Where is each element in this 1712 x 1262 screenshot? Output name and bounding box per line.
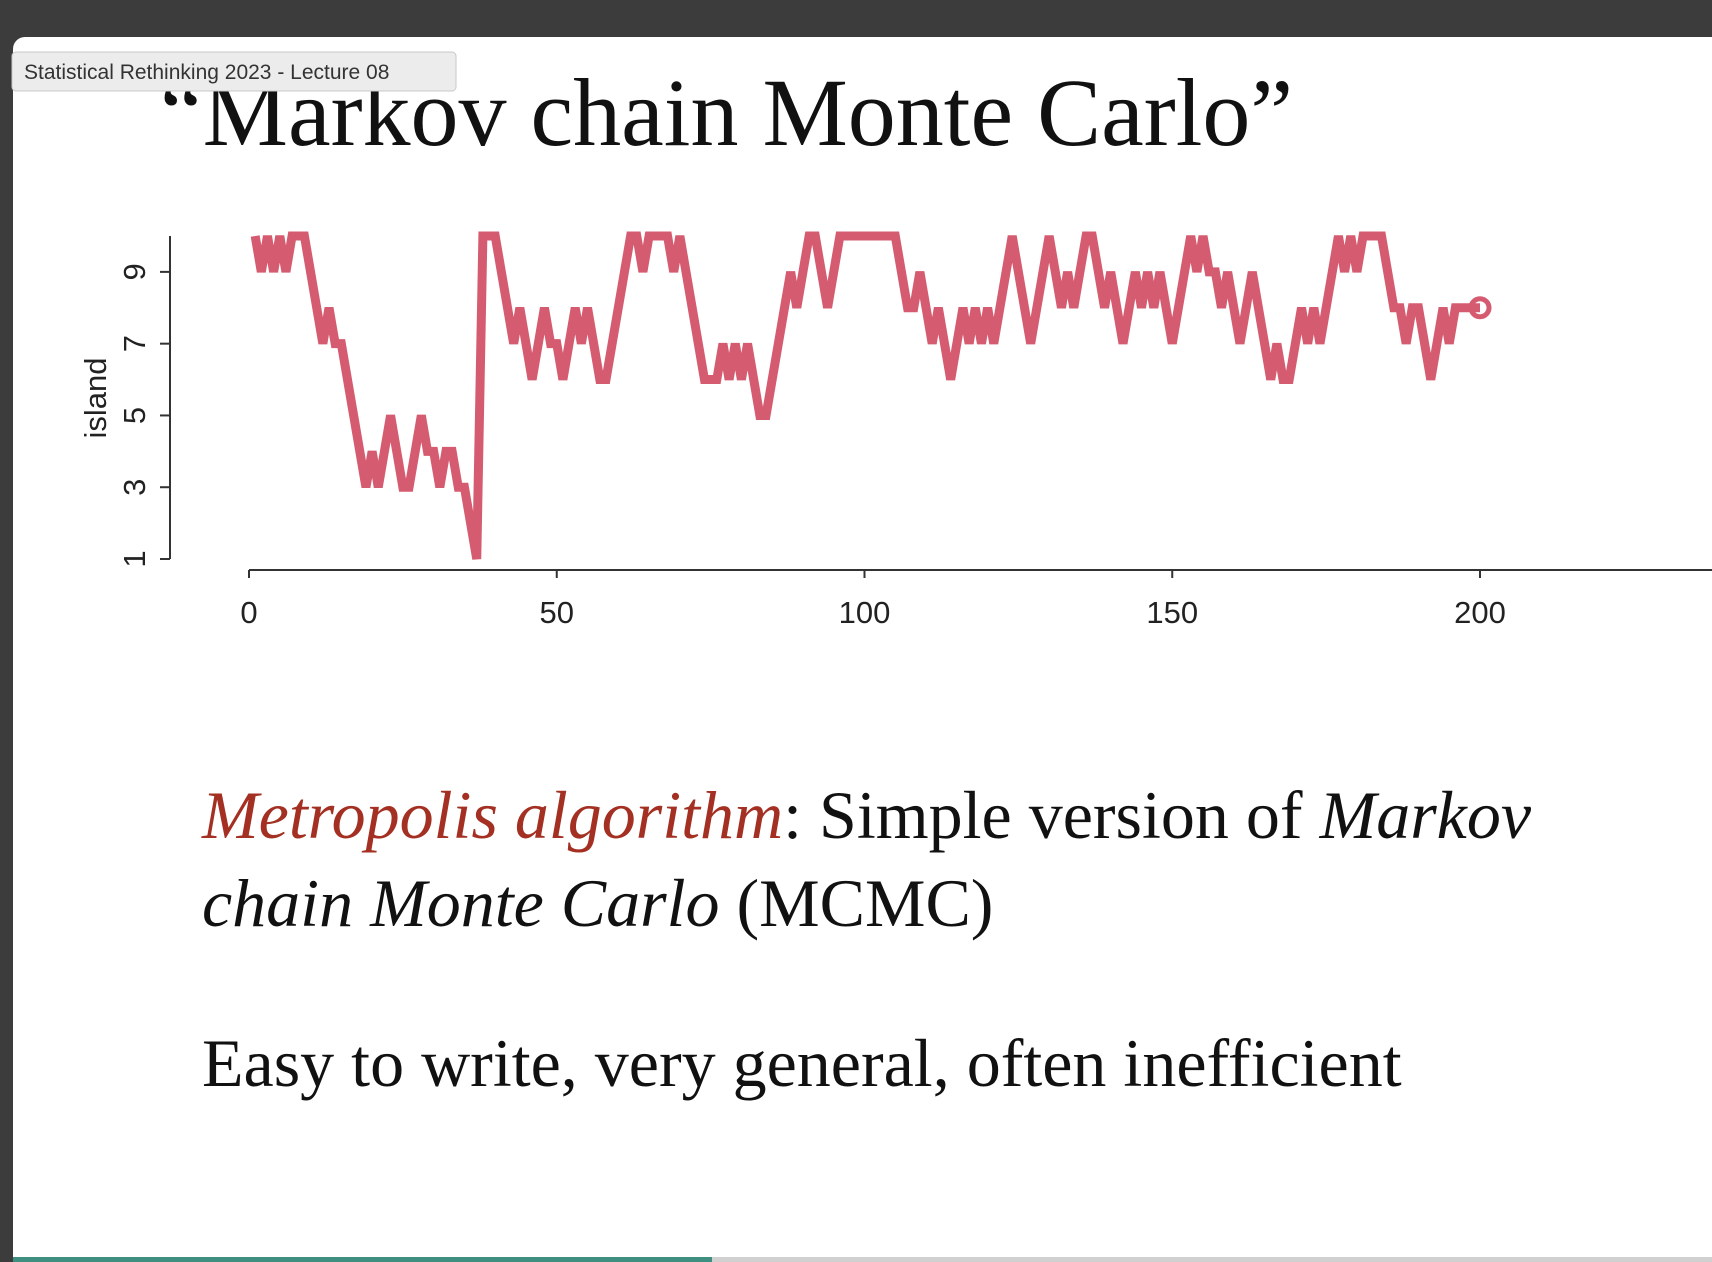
x-tick-label: 150 xyxy=(1146,595,1198,630)
y-tick-label: 3 xyxy=(117,479,152,496)
x-tick-label: 200 xyxy=(1454,595,1506,630)
progress-track xyxy=(13,1257,1712,1262)
italic: Markov xyxy=(1319,777,1532,853)
bullet-1: Metropolis algorithm: Simple version of … xyxy=(201,777,1532,853)
text: : Simple version of xyxy=(783,777,1319,853)
y-tick-label: 7 xyxy=(117,335,152,352)
y-tick-label: 1 xyxy=(117,550,152,567)
y-tick-label: 5 xyxy=(117,407,152,424)
tooltip-text: Statistical Rethinking 2023 - Lecture 08 xyxy=(24,61,389,84)
y-tick-label: 9 xyxy=(117,263,152,280)
italic: chain Monte Carlo xyxy=(202,865,720,941)
bullet-1-cont: chain Monte Carlo (MCMC) xyxy=(202,865,993,941)
chart: 0 50 100 150 200 1 3 5 7 9 island xyxy=(78,231,1712,630)
text: (MCMC) xyxy=(720,865,994,941)
end-marker xyxy=(1468,296,1492,320)
tooltip xyxy=(11,51,457,92)
x-tick-label: 100 xyxy=(839,595,891,630)
term: Metropolis algorithm xyxy=(201,777,783,853)
x-tick-label: 0 xyxy=(240,595,257,630)
bullet-2: Easy to write, very general, often ineff… xyxy=(202,1025,1402,1101)
x-tick-label: 50 xyxy=(540,595,574,630)
trace-line xyxy=(250,231,1480,560)
slide xyxy=(13,37,1712,1262)
y-axis-label: island xyxy=(78,358,113,439)
progress-fill xyxy=(13,1257,712,1262)
